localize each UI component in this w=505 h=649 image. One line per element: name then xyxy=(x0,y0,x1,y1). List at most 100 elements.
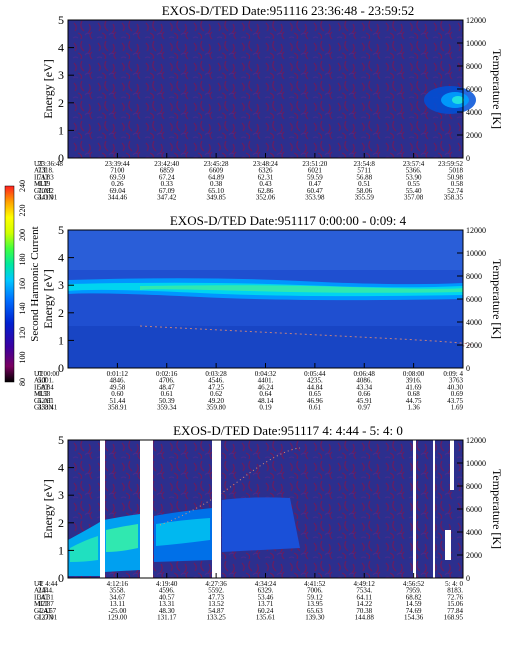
panel-2-ylabel: Energy [eV] xyxy=(41,269,55,328)
panel-3-row-label: ALT xyxy=(34,587,48,595)
panel-1-cell: 353.98 xyxy=(305,194,325,202)
panel-2-cell: 0.68 xyxy=(408,390,421,398)
panel-3-plot-area xyxy=(67,439,464,579)
panel-3-row-label: GLAT xyxy=(34,607,53,615)
panel-1-row-label: ALT xyxy=(34,167,48,175)
panel-1-cell: 357.08 xyxy=(404,194,424,202)
panel-1-y2tick-label: 2000 xyxy=(466,131,482,140)
panel-3-cell: 74.69 xyxy=(406,607,422,615)
panel-2-cell: 41.69 xyxy=(406,383,422,391)
panel-3-cell: 5: 4: 0 xyxy=(445,580,463,588)
panel-1-cell: 50.98 xyxy=(447,173,463,181)
panel-2-y2tick-label: 2000 xyxy=(466,341,482,350)
panel-2-cell: 4235. xyxy=(307,377,323,385)
panel-3-cell: 60.24 xyxy=(258,607,274,615)
panel-2-ytick-label: 0 xyxy=(58,361,64,375)
panel-3-cell: 15.06 xyxy=(447,600,463,608)
panel-2-cell: 0:01:12 xyxy=(107,370,129,378)
panel-3-row-label: UT xyxy=(34,580,44,588)
panel-1-cell: 5711 xyxy=(357,167,371,175)
panel-2-cell: 0.65 xyxy=(309,390,322,398)
panel-3-cell: 48.30 xyxy=(159,607,175,615)
panel-1-cell: 23:59:52 xyxy=(438,160,463,168)
panel-2-cell: 4546. xyxy=(208,377,224,385)
panel-2-plot-area xyxy=(67,229,473,369)
panel-2: EXOS-D/TED Date:951117 0:00:00 - 0:09: 4… xyxy=(34,213,504,412)
panel-3-ytick-label: 1 xyxy=(58,543,64,557)
colorbar: Second Harmonic Current 80 100 120 140 160 18… xyxy=(4,180,41,386)
panel-1-cell: 58.06 xyxy=(356,187,372,195)
panel-1-cell: 23:39:44 xyxy=(105,160,130,168)
panel-1-cell: 53.90 xyxy=(406,173,422,181)
panel-3-row-label: ILAT xyxy=(34,593,50,601)
colorbar-label: Second Harmonic Current xyxy=(29,226,41,341)
panel-1-row-label: ILAT xyxy=(34,173,50,181)
panel-1-row-label: UT xyxy=(34,160,44,168)
panel-3-ephemeris-table: UT4: 4:44 4:12:16 4:19:40 4:27:36 4:34:24 4:4… xyxy=(34,573,464,622)
panel-2-row-label: ILAT xyxy=(34,383,50,391)
panel-1-ytick-label: 5 xyxy=(58,13,64,27)
panel-3-cell: 3558. xyxy=(110,587,126,595)
panel-2-cell: 43.34 xyxy=(356,383,372,391)
panel-2-cell: 50.39 xyxy=(159,397,175,405)
panel-3-cell: -25.00 xyxy=(108,607,127,615)
panel-2-cell: 0:09: 4 xyxy=(443,370,463,378)
panel-2-y2label: Temperature [K] xyxy=(490,259,504,339)
panel-2-cell: 49.20 xyxy=(208,397,224,405)
panel-2-cell: 0.64 xyxy=(259,390,272,398)
panel-3-cell: 7006. xyxy=(307,587,323,595)
panel-1-cell: 7318. xyxy=(38,167,54,175)
panel-1-cell: 355.59 xyxy=(355,194,375,202)
panel-1-plot-area xyxy=(67,19,476,159)
panel-1-ylabel: Energy [eV] xyxy=(41,59,55,118)
panel-1-cell: 23:45:28 xyxy=(204,160,229,168)
panel-3-cell: 40.57 xyxy=(159,593,175,601)
panel-2-y2tick-label: 6000 xyxy=(466,295,482,304)
panel-1-cell: 23:36:48 xyxy=(38,160,63,168)
panel-2-y2tick-label: 8000 xyxy=(466,272,482,281)
panel-3-cell: 59.12 xyxy=(307,593,323,601)
panel-3-cell: 6329. xyxy=(258,587,274,595)
panel-3-cell: 7959. xyxy=(406,587,422,595)
colorbar-tick-label: 80 xyxy=(18,378,27,386)
panel-2-cell: 1.69 xyxy=(451,404,464,412)
panel-3-cell: 4:41:52 xyxy=(304,580,326,588)
panel-2-cell: 40.30 xyxy=(447,383,463,391)
panel-2-cell: 359.80 xyxy=(207,404,227,412)
panel-2-cell: 46.96 xyxy=(307,397,323,405)
panel-3-cell: 12.87 xyxy=(38,600,54,608)
panel-1-cell: 69.59 xyxy=(110,173,126,181)
panel-3-y2tick-label: 12000 xyxy=(466,436,486,445)
panel-2-cell: 0:08:00 xyxy=(403,370,425,378)
panel-3-cell: 154.36 xyxy=(404,614,424,622)
panel-1-y2tick-label: 6000 xyxy=(466,85,482,94)
panel-1-cell: 70.82 xyxy=(38,187,54,195)
panel-1-cell: 0.55 xyxy=(408,180,421,188)
panel-1-cell: 64.89 xyxy=(208,173,224,181)
panel-1-cell: 0.43 xyxy=(259,180,272,188)
panel-3-y2tick-label: 8000 xyxy=(466,482,482,491)
panel-3-cell: 14.59 xyxy=(406,600,422,608)
panel-3-cell: 2444. xyxy=(38,587,54,595)
panel-1-y2tick-label: 0 xyxy=(466,154,470,163)
panel-1-cell: 5366. xyxy=(406,167,422,175)
panel-3-cell: 7534. xyxy=(356,587,372,595)
panel-3-y2label: Temperature [K] xyxy=(490,469,504,549)
panel-3-cell: 135.61 xyxy=(256,614,276,622)
panel-3-cell: 4:34:24 xyxy=(255,580,277,588)
panel-2-ytick-label: 4 xyxy=(58,251,64,265)
panel-1-y-ticks: 0 1 2 3 4 5 xyxy=(58,13,74,165)
panel-3-title: EXOS-D/TED Date:951117 4: 4:44 - 5: 4: 0 xyxy=(173,423,403,438)
panel-1-cell: 23:42:40 xyxy=(154,160,179,168)
panel-2-ytick-label: 2 xyxy=(58,306,64,320)
panel-2-cell: 1.36 xyxy=(408,404,421,412)
panel-3-cell: -24.67 xyxy=(38,607,57,615)
panel-1-y2-ticks: 0 2000 4000 6000 8000 10000 12000 xyxy=(457,16,486,163)
panel-1-y2label: Temperature [K] xyxy=(490,49,504,129)
panel-1-cell: 23:54:8 xyxy=(354,160,376,168)
panel-3-cell: 14.22 xyxy=(356,600,372,608)
panel-3-y2tick-label: 6000 xyxy=(466,505,482,514)
panel-3-row-label: MLT xyxy=(34,600,49,608)
panel-2-row-label: UT xyxy=(34,370,44,378)
